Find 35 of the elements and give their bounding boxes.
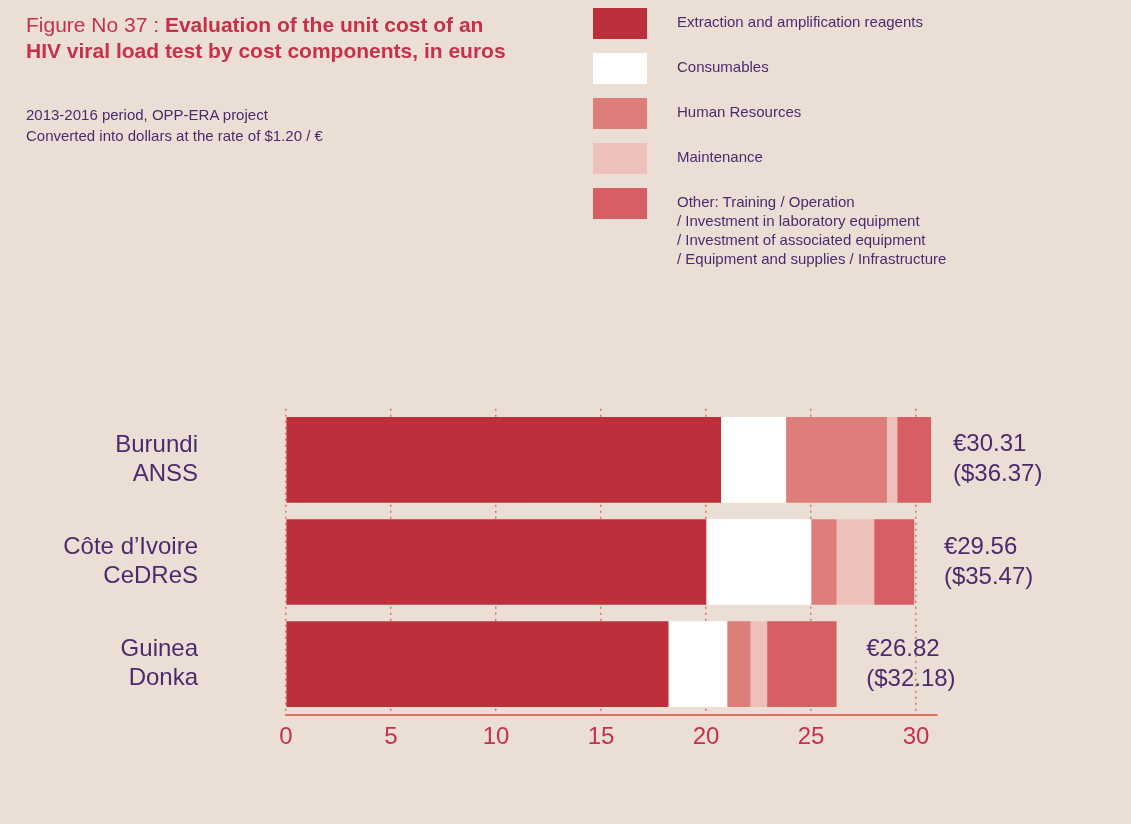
y-tick-label: Burundi ANSS [115, 430, 198, 486]
bar [873, 519, 915, 605]
bar [286, 519, 707, 605]
bar [667, 621, 728, 707]
bar [705, 519, 812, 605]
total-label: €29.56 ($35.47) [943, 531, 1034, 589]
bar [886, 417, 898, 503]
legend-label: Maintenance [677, 147, 763, 166]
legend-label: Extraction and amplification reagents [677, 12, 923, 31]
bar [896, 417, 932, 503]
chart-title: Figure No 37 : Evaluation of the unit cost of an HIV viral load test by cost components, in euros [26, 12, 507, 64]
legend-label: Human Resources [677, 102, 802, 121]
x-tick-label: 5 [384, 722, 398, 750]
x-tick-label: 25 [797, 722, 825, 750]
bar [766, 621, 837, 707]
y-tick-label: Côte d’Ivoire CeDReS [63, 532, 198, 589]
x-tick-label: 20 [692, 722, 720, 750]
x-tick-label: 30 [902, 722, 930, 750]
x-tick-label: 0 [279, 722, 293, 750]
bar [785, 417, 887, 503]
x-tick-label: 10 [482, 722, 510, 750]
bar [286, 621, 669, 707]
total-label: €26.82 ($32.18) [866, 633, 956, 691]
x-tick-label: 15 [587, 722, 615, 750]
bar [749, 621, 768, 707]
total-label: €30.31 ($36.37) [953, 429, 1043, 487]
bar [720, 417, 787, 503]
bar [726, 621, 751, 707]
bar [835, 519, 875, 605]
legend-label: Consumables [677, 57, 769, 76]
y-tick-label: Guinea Donka [120, 634, 199, 691]
chart-subtitle: 2013-2016 period, OPP-ERA project Converted into dollars at the rate of $1.20 / € [26, 105, 323, 146]
legend-label: Other: Training / Operation / Investment in laboratory equipment / Investment of associated equipment / Equipment and supplies / Infrastructure [677, 192, 947, 268]
bar [810, 519, 837, 605]
bar [286, 417, 722, 503]
